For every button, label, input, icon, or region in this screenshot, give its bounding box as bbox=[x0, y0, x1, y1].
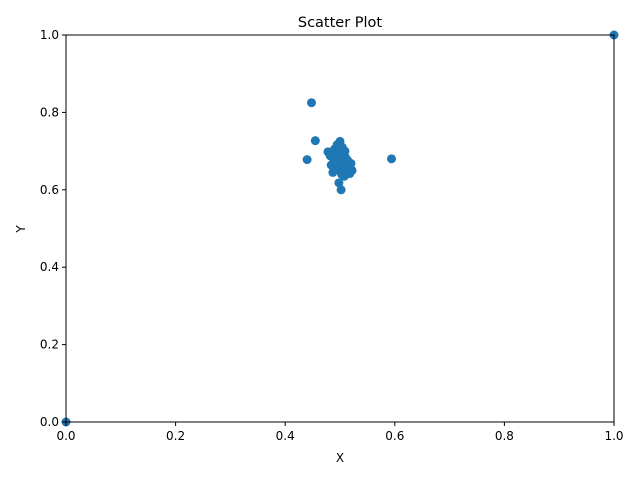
chart-title: Scatter Plot bbox=[298, 15, 383, 31]
y-tick-label: 0.4 bbox=[40, 260, 59, 274]
scatter-point bbox=[347, 165, 357, 175]
y-tick-label: 1.0 bbox=[40, 28, 59, 42]
scatter-point bbox=[307, 98, 317, 108]
x-tick-label: 1.0 bbox=[604, 429, 623, 443]
x-tick-label: 0.0 bbox=[56, 429, 75, 443]
plot-frame bbox=[65, 34, 615, 423]
y-tick-label: 0.0 bbox=[40, 415, 59, 429]
x-axis-ticks: 0.0 0.2 0.4 0.6 0.8 1.0 bbox=[56, 422, 624, 443]
scatter-point bbox=[340, 146, 350, 156]
scatter-point bbox=[387, 154, 397, 164]
scatter-point bbox=[302, 155, 312, 165]
x-tick-label: 0.8 bbox=[495, 429, 514, 443]
x-tick-label: 0.2 bbox=[166, 429, 185, 443]
scatter-point bbox=[336, 185, 346, 195]
x-axis-label: X bbox=[336, 451, 344, 465]
y-tick-label: 0.8 bbox=[40, 105, 59, 119]
scatter-point bbox=[310, 136, 320, 146]
points-layer bbox=[61, 30, 619, 427]
scatter-point bbox=[334, 178, 344, 188]
y-axis-label: Y bbox=[14, 225, 28, 234]
x-tick-label: 0.6 bbox=[385, 429, 404, 443]
scatter-point bbox=[346, 158, 356, 168]
scatter-point bbox=[329, 156, 339, 166]
x-tick-label: 0.4 bbox=[276, 429, 295, 443]
y-axis-ticks: 0.0 0.2 0.4 0.6 0.8 1.0 bbox=[40, 28, 66, 429]
y-tick-label: 0.2 bbox=[40, 338, 59, 352]
y-tick-label: 0.6 bbox=[40, 183, 59, 197]
